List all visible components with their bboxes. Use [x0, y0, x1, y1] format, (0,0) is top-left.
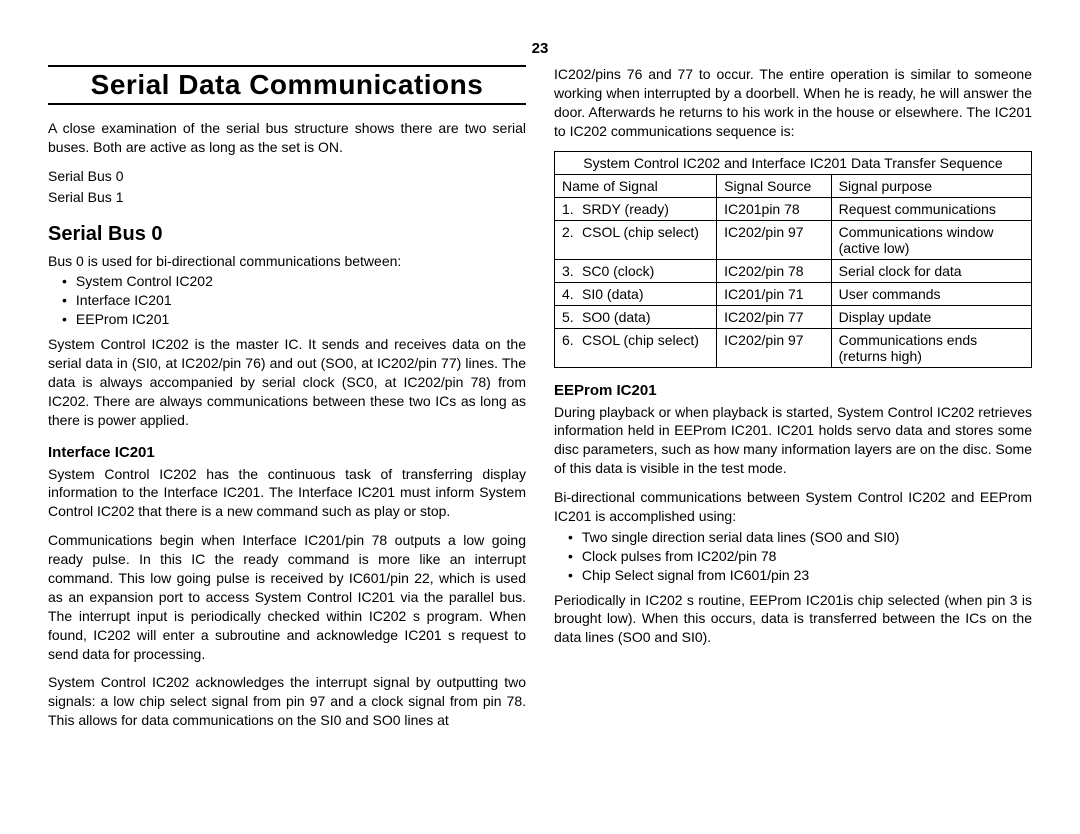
eeprom-p3: Periodically in IC202 s routine, EEProm …: [554, 591, 1032, 648]
interface-p1: System Control IC202 has the continuous …: [48, 465, 526, 522]
signal-source: IC201pin 78: [717, 197, 831, 220]
eeprom-bullets: Two single direction serial data lines (…: [554, 528, 1032, 585]
left-column: Serial Data Communications A close exami…: [48, 65, 526, 740]
signal-source: IC201/pin 71: [717, 282, 831, 305]
bus0-intro: Bus 0 is used for bi-directional communi…: [48, 252, 526, 271]
table-header: Signal Source: [717, 174, 831, 197]
signal-name: SC0 (clock): [582, 263, 654, 279]
intro-paragraph: A close examination of the serial bus st…: [48, 119, 526, 157]
two-column-layout: Serial Data Communications A close exami…: [48, 65, 1032, 740]
signal-purpose: Communications ends (returns high): [831, 328, 1031, 367]
data-transfer-table: System Control IC202 and Interface IC201…: [554, 151, 1032, 368]
signal-name: CSOL (chip select): [582, 332, 699, 348]
list-item: System Control IC202: [58, 272, 526, 291]
bus-line-1: Serial Bus 1: [48, 188, 526, 207]
table-row: 2.CSOL (chip select) IC202/pin 97 Commun…: [555, 220, 1032, 259]
signal-source: IC202/pin 97: [717, 220, 831, 259]
bus-line-0: Serial Bus 0: [48, 167, 526, 186]
bus0-paragraph: System Control IC202 is the master IC. I…: [48, 335, 526, 429]
table-header: Name of Signal: [555, 174, 717, 197]
right-top-paragraph: IC202/pins 76 and 77 to occur. The entir…: [554, 65, 1032, 141]
row-num: 5.: [562, 309, 582, 325]
signal-source: IC202/pin 77: [717, 305, 831, 328]
signal-name: SO0 (data): [582, 309, 650, 325]
list-item: Two single direction serial data lines (…: [564, 528, 1032, 547]
signal-name: SI0 (data): [582, 286, 643, 302]
main-title: Serial Data Communications: [48, 65, 526, 105]
row-num: 3.: [562, 263, 582, 279]
table-row: 6.CSOL (chip select) IC202/pin 97 Commun…: [555, 328, 1032, 367]
signal-source: IC202/pin 97: [717, 328, 831, 367]
signal-source: IC202/pin 78: [717, 259, 831, 282]
signal-name: CSOL (chip select): [582, 224, 699, 240]
row-num: 4.: [562, 286, 582, 302]
signal-purpose: User commands: [831, 282, 1031, 305]
list-item: Clock pulses from IC202/pin 78: [564, 547, 1032, 566]
row-num: 1.: [562, 201, 582, 217]
eeprom-p1: During playback or when playback is star…: [554, 403, 1032, 479]
table-row: 5.SO0 (data) IC202/pin 77 Display update: [555, 305, 1032, 328]
row-num: 2.: [562, 224, 582, 240]
signal-purpose: Communications window (active low): [831, 220, 1031, 259]
page-number: 23: [48, 40, 1032, 57]
right-column: IC202/pins 76 and 77 to occur. The entir…: [554, 65, 1032, 740]
table-row: 1.SRDY (ready) IC201pin 78 Request commu…: [555, 197, 1032, 220]
table-title: System Control IC202 and Interface IC201…: [555, 151, 1032, 174]
list-item: EEProm IC201: [58, 310, 526, 329]
eeprom-heading: EEProm IC201: [554, 382, 1032, 399]
signal-purpose: Display update: [831, 305, 1031, 328]
signal-purpose: Request communications: [831, 197, 1031, 220]
interface-p3: System Control IC202 acknowledges the in…: [48, 673, 526, 730]
table-row: 3.SC0 (clock) IC202/pin 78 Serial clock …: [555, 259, 1032, 282]
interface-p2: Communications begin when Interface IC20…: [48, 531, 526, 663]
bus0-bullets: System Control IC202 Interface IC201 EEP…: [48, 272, 526, 329]
row-num: 6.: [562, 332, 582, 348]
signal-name: SRDY (ready): [582, 201, 669, 217]
table-row: 4.SI0 (data) IC201/pin 71 User commands: [555, 282, 1032, 305]
signal-purpose: Serial clock for data: [831, 259, 1031, 282]
table-header: Signal purpose: [831, 174, 1031, 197]
interface-heading: Interface IC201: [48, 444, 526, 461]
list-item: Chip Select signal from IC601/pin 23: [564, 566, 1032, 585]
serial-bus-0-heading: Serial Bus 0: [48, 223, 526, 246]
eeprom-p2: Bi-directional communications between Sy…: [554, 488, 1032, 526]
list-item: Interface IC201: [58, 291, 526, 310]
